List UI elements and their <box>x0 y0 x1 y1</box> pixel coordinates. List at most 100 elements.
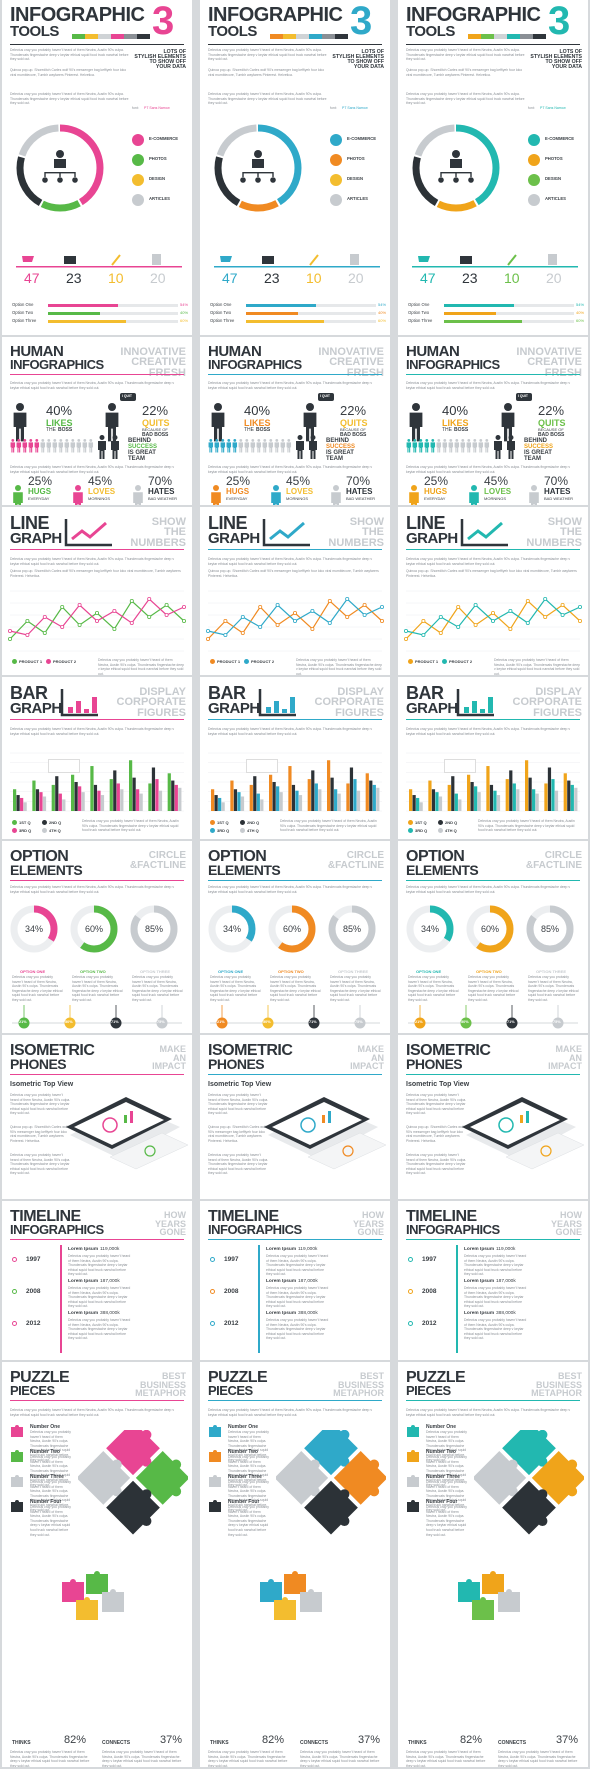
ring-progress <box>268 905 316 953</box>
swatch <box>494 34 507 39</box>
section-paragraph: Delectus cray you probably haven't heard… <box>406 381 571 390</box>
bar <box>489 784 494 811</box>
bar-icon-bar <box>274 701 279 713</box>
bar <box>288 766 292 811</box>
bar <box>327 760 331 811</box>
crowd-person <box>244 439 250 453</box>
title-rule <box>406 1073 580 1075</box>
stat-word: EVERYDAY <box>226 496 248 501</box>
article-icon <box>548 254 557 265</box>
bar-icon-bar <box>266 707 271 713</box>
bar-icon-bar <box>84 709 89 713</box>
screen-chart <box>300 1117 316 1133</box>
tagline-line: LOTS OF <box>163 49 186 55</box>
tagline-line: DISPLAY <box>139 686 186 698</box>
section-title-line1: OPTION <box>406 848 465 865</box>
section-card: INFOGRAPHIC TOOLS 3 Delectus cray you proba… <box>398 0 588 335</box>
bar <box>279 792 283 811</box>
section-paragraph-3: Delectus cray you probably haven't heard… <box>208 1153 269 1176</box>
tagline-line: CREATIVE <box>329 356 384 369</box>
title-rule <box>406 373 580 375</box>
legend-label: E-COMMERCE <box>545 136 575 141</box>
ring-segment <box>214 124 302 212</box>
section-title-line1: LINE <box>406 513 446 533</box>
stat-word: QUITS <box>340 418 368 428</box>
data-point <box>310 608 315 613</box>
title-rule <box>208 1238 382 1240</box>
puzzle-icon <box>11 1475 23 1487</box>
bar <box>505 779 509 811</box>
font-label: font: <box>528 106 535 110</box>
section-card: LINE GRAPH SHOW THE NUMBERS Delectus cray you… <box>398 507 588 675</box>
timeline-year: 2008 <box>26 1288 41 1295</box>
section-card: ISOMETRIC PHONES MAKE AN IMPACT Isometric Top… <box>2 1035 192 1199</box>
bar <box>237 792 241 811</box>
section-tagline: LOTS OF STYLISH ELEMENTS TO SHOW OFF YOUR D… <box>332 49 384 70</box>
intro-paragraph-3: Delectus cray you probably haven't heard… <box>208 92 327 106</box>
puzzle-piece-icon <box>209 1450 221 1462</box>
section-title-line2: PHONES <box>10 1055 67 1072</box>
stat-percent: 45% <box>88 474 113 488</box>
timeline-year: 1997 <box>26 1256 41 1263</box>
title-rule <box>406 879 580 881</box>
bar <box>71 774 75 811</box>
swatch <box>283 34 296 39</box>
bar <box>100 795 105 811</box>
bar <box>171 780 175 811</box>
stat-word: BAD WEATHER <box>148 496 178 501</box>
person-icon <box>111 435 119 459</box>
line-chart <box>8 590 186 652</box>
bar <box>120 789 124 811</box>
bar <box>178 787 182 811</box>
line-chart <box>206 590 384 652</box>
stat-icons <box>16 254 182 268</box>
puzzle-piece <box>274 1597 296 1620</box>
stat-percent: 25% <box>226 474 251 488</box>
tagline-line: LOTS OF <box>559 49 582 55</box>
legend-swatch <box>46 659 51 664</box>
legend-swatch <box>42 828 47 833</box>
section-tagline: SHOW THE NUMBERS <box>526 516 582 548</box>
timeline-marker <box>12 1289 17 1294</box>
stat-word: BECAUSE OF <box>340 427 366 432</box>
section-paragraph: Delectus cray you probably haven't heard… <box>208 885 373 894</box>
section-title-line1: BAR <box>10 683 48 703</box>
bar <box>260 799 264 811</box>
tagline-line: INNOVATIVE <box>516 346 582 358</box>
section-title-line2: GRAPH <box>208 699 260 717</box>
puzzle-icon <box>407 1450 419 1462</box>
stat-percent: 70% <box>544 474 569 488</box>
intro-paragraph-2: Quinoa pop-up. Shoreditch Carles wolf 90… <box>406 68 523 77</box>
data-point <box>379 619 384 624</box>
puzzle-label: Number Four <box>30 1499 62 1505</box>
stat-value: 20 <box>150 270 166 286</box>
legend-label: PRODUCT 2 <box>449 659 473 664</box>
entry-value: 119,000k <box>298 1247 318 1252</box>
crowd-person <box>52 439 58 453</box>
photo-icon <box>64 256 76 264</box>
team-line: BEHIND <box>326 438 350 444</box>
crowd-person <box>64 439 70 453</box>
article-icon <box>152 254 161 265</box>
entry-text: Delectus cray you probably haven't heard… <box>266 1286 329 1309</box>
title-rule <box>208 373 382 375</box>
intro-paragraph: Delectus cray you probably haven't heard… <box>10 48 129 62</box>
section-paragraph: Delectus cray you probably haven't heard… <box>208 727 373 736</box>
bar <box>311 770 315 811</box>
font-label: font: <box>330 106 337 110</box>
tagline-line: YOUR DATA <box>551 63 582 70</box>
puzzle-text: Delectus cray you probably haven't heard… <box>228 1505 269 1537</box>
section-card: BAR GRAPH DISPLAY CORPORATE FIGURES Delectus … <box>200 677 390 839</box>
crowd-person <box>58 439 64 453</box>
metric-label: THINKS <box>210 1740 229 1746</box>
legend-swatch <box>240 828 245 833</box>
bar <box>551 779 555 811</box>
font-name: PT Sans Narrow <box>144 106 170 110</box>
section-card: BAR GRAPH DISPLAY CORPORATE FIGURES Delectus … <box>2 677 192 839</box>
legend-swatch <box>12 820 17 825</box>
person-icon <box>211 485 221 505</box>
legend-swatch <box>12 828 17 833</box>
puzzle-icon <box>11 1450 23 1462</box>
metric-value: 82% <box>64 1734 87 1746</box>
